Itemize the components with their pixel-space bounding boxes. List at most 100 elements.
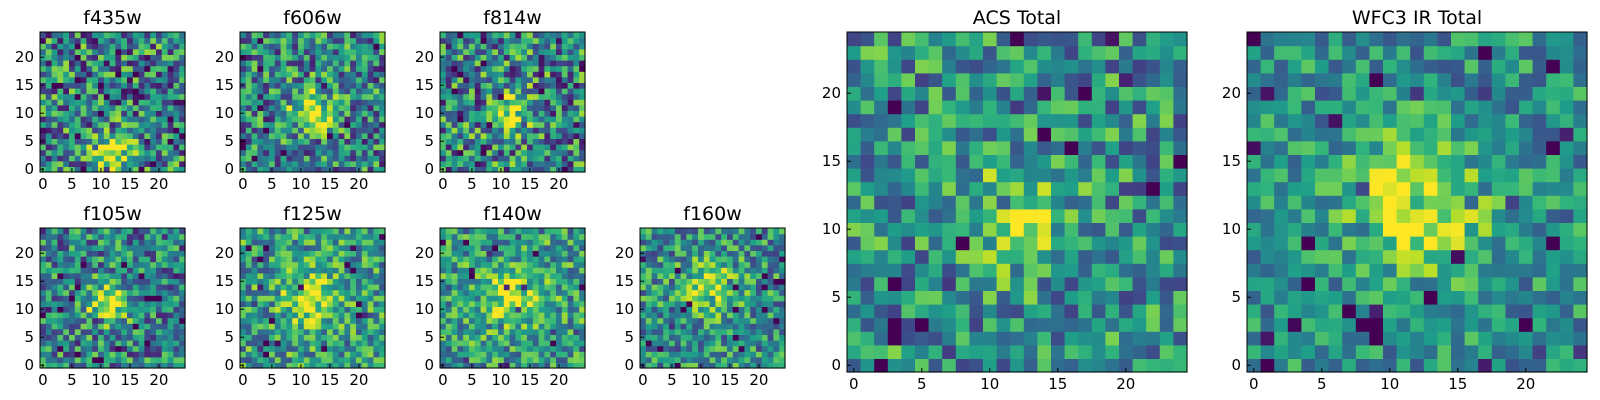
heatmap-cell — [498, 54, 505, 61]
heatmap-cell — [57, 76, 64, 83]
heatmap-cell — [474, 261, 482, 268]
heatmap-cell — [901, 317, 916, 332]
heatmap-cell — [103, 278, 111, 285]
heatmap-cell — [645, 300, 653, 307]
heatmap-cell — [567, 295, 574, 302]
heatmap-cell — [63, 110, 70, 117]
heatmap-cell — [98, 334, 105, 341]
heatmap-cell — [469, 149, 476, 156]
heatmap-cell — [344, 334, 351, 341]
heatmap-cell — [538, 160, 545, 167]
heatmap-cell — [167, 340, 174, 347]
heatmap-cell — [240, 71, 247, 78]
heatmap-cell — [451, 37, 458, 44]
heatmap-cell — [469, 256, 476, 263]
heatmap-cell — [161, 60, 169, 67]
heatmap-cell — [379, 104, 386, 111]
heatmap-cell — [692, 351, 699, 358]
heatmap-cell — [463, 88, 470, 95]
heatmap-cell — [98, 43, 105, 50]
heatmap-cell — [167, 261, 174, 268]
heatmap-cell — [486, 160, 493, 167]
heatmap-cell — [942, 331, 957, 346]
heatmap-cell — [686, 328, 693, 335]
heatmap-cell — [92, 306, 99, 313]
heatmap-cell — [503, 37, 511, 44]
heatmap-cell — [286, 340, 293, 347]
heatmap-cell — [440, 233, 447, 240]
heatmap-cell — [657, 345, 664, 352]
heatmap-cell — [92, 65, 99, 72]
heatmap-cell — [561, 289, 569, 296]
heatmap-cell — [321, 295, 328, 302]
heatmap-cell — [573, 82, 580, 89]
heatmap-cell — [280, 138, 287, 145]
heatmap-cell — [567, 312, 574, 319]
heatmap-cell — [698, 250, 705, 257]
heatmap-cell — [245, 267, 253, 274]
heatmap-cell — [45, 127, 53, 134]
heatmap-cell — [657, 239, 664, 246]
heatmap-cell — [269, 60, 276, 67]
heatmap-cell — [63, 244, 70, 251]
heatmap-cell — [269, 104, 276, 111]
heatmap-cell — [40, 116, 47, 123]
heatmap-cell — [74, 317, 82, 324]
heatmap-cell — [1119, 276, 1134, 291]
heatmap-cell — [379, 228, 386, 235]
heatmap-cell — [680, 362, 687, 369]
heatmap-cell — [298, 233, 305, 240]
heatmap-cell — [350, 71, 357, 78]
heatmap-cell — [744, 256, 751, 263]
heatmap-cell — [161, 88, 169, 95]
heatmap-cell — [161, 138, 169, 145]
heatmap-cell — [1105, 263, 1120, 278]
heatmap-cell — [350, 138, 357, 145]
heatmap-cell — [57, 48, 64, 55]
heatmap-cell — [303, 127, 311, 134]
heatmap-cell — [773, 300, 780, 307]
heatmap-cell — [847, 317, 862, 332]
heatmap-cell — [103, 340, 111, 347]
heatmap-cell — [92, 284, 99, 291]
heatmap-cell — [63, 239, 70, 246]
heatmap-cell — [150, 334, 157, 341]
heatmap-cell — [996, 181, 1011, 196]
heatmap-cell — [440, 116, 447, 123]
heatmap-cell — [156, 351, 163, 358]
heatmap-cell — [715, 317, 722, 324]
heatmap-cell — [527, 104, 534, 111]
heatmap-cell — [480, 110, 487, 117]
heatmap-cell — [315, 71, 322, 78]
heatmap-cell — [245, 356, 253, 363]
heatmap-cell — [538, 60, 545, 67]
heatmap-cell — [887, 331, 902, 346]
heatmap-cell — [356, 65, 363, 72]
heatmap-cell — [51, 160, 58, 167]
heatmap-cell — [121, 132, 128, 139]
heatmap-cell — [74, 323, 82, 330]
heatmap-cell — [356, 138, 363, 145]
y-tick-label: 0 — [424, 356, 434, 374]
heatmap-cell — [492, 82, 499, 89]
heatmap-cell — [303, 138, 311, 145]
heatmap-cell — [474, 244, 482, 251]
heatmap-cell — [327, 340, 334, 347]
heatmap-cell — [556, 351, 563, 358]
heatmap-cell — [98, 127, 105, 134]
heatmap-cell — [1064, 304, 1079, 319]
heatmap-cell — [132, 362, 140, 369]
heatmap-cell — [469, 65, 476, 72]
heatmap-cell — [521, 289, 528, 296]
heatmap-cell — [156, 334, 163, 341]
heatmap-cell — [561, 340, 569, 347]
heatmap-cell — [92, 244, 99, 251]
heatmap-cell — [257, 48, 264, 55]
heatmap-cell — [532, 250, 540, 257]
heatmap-cell — [761, 228, 769, 235]
heatmap-cell — [503, 256, 511, 263]
heatmap-cell — [321, 356, 328, 363]
heatmap-cell — [245, 160, 253, 167]
heatmap-cell — [115, 71, 122, 78]
heatmap-cell — [121, 295, 128, 302]
